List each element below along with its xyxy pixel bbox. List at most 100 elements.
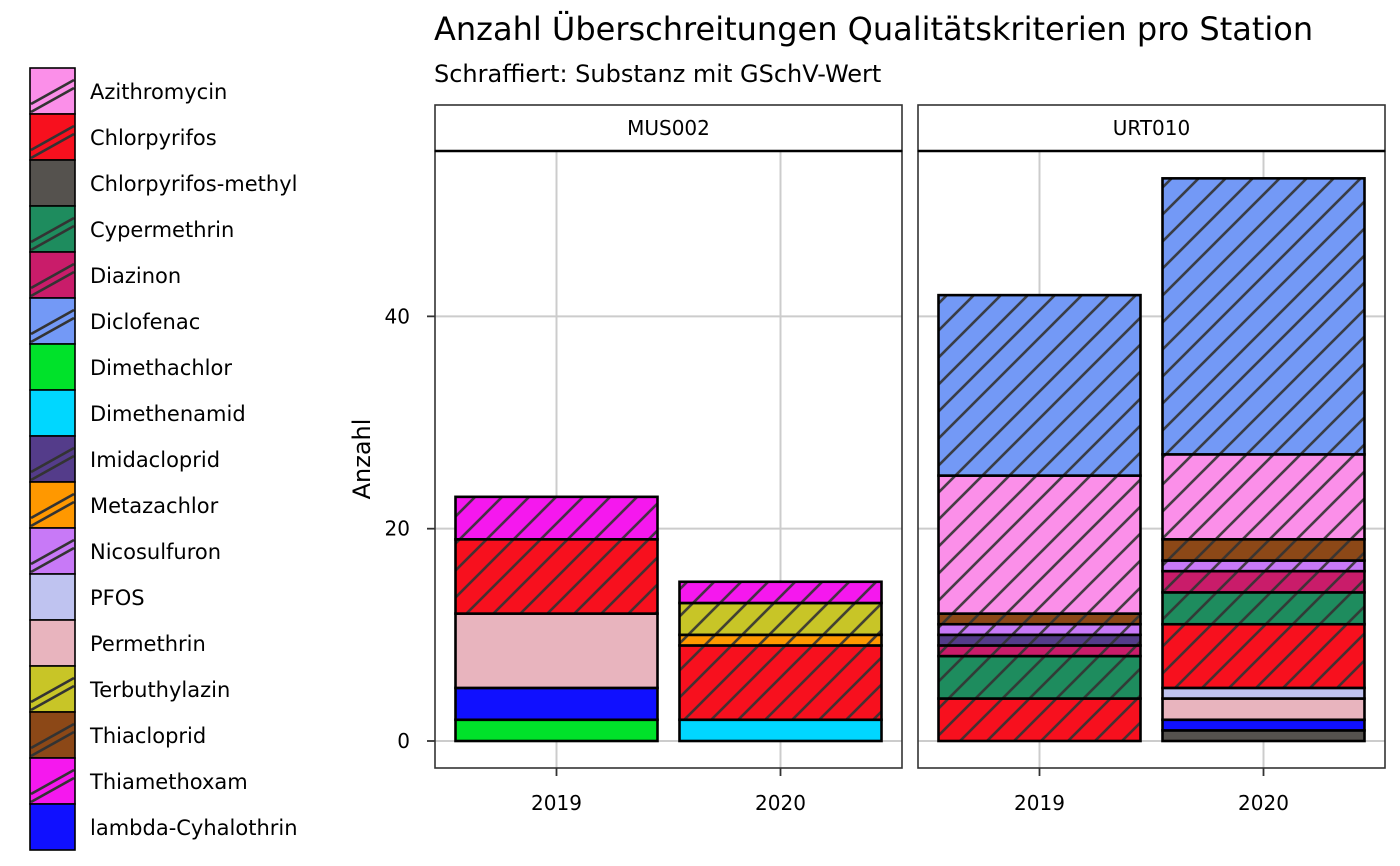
bar-segment-azithromycin-hatch <box>1162 454 1365 540</box>
legend-label: Cypermethrin <box>90 218 234 242</box>
legend-label: lambda-Cyhalothrin <box>90 816 298 840</box>
y-tick-label: 20 <box>385 517 410 541</box>
legend-key <box>30 344 75 390</box>
facet-label: MUS002 <box>627 116 710 140</box>
legend-item: Chlorpyrifos <box>29 113 217 161</box>
facet-panel-mus002: MUS002 2019 2020 <box>434 104 903 815</box>
legend-key-hatch <box>30 722 75 750</box>
legend-label: Permethrin <box>90 632 206 656</box>
legend-item: Dimethenamid <box>29 389 246 437</box>
bar-segment-thiamethoxam-outline <box>454 495 659 541</box>
bar-segment-cypermethrin-hatch <box>1162 592 1365 625</box>
bar-segment-chlorpyrifos-hatch <box>679 645 882 720</box>
bar-segment-diclofenac-outline <box>1161 177 1366 456</box>
x-tick-label: 2019 <box>531 791 582 815</box>
y-tick-label: 0 <box>397 729 410 753</box>
legend-key-hatch <box>30 684 75 712</box>
bar-segment-thiacloprid-hatch <box>1162 539 1365 561</box>
bar-segment-dimethachlor <box>455 719 658 741</box>
legend-label: Metazachlor <box>90 494 219 518</box>
bar-segment-lambda-cyhalothrin <box>455 687 658 720</box>
bar-segment-terbuthylazin-hatch <box>679 602 882 635</box>
legend-key-hatch <box>30 86 75 114</box>
x-tick-label: 2020 <box>755 791 806 815</box>
legend-item: Thiamethoxam <box>29 757 248 805</box>
chart-subtitle: Schraffiert: Substanz mit GSchV-Wert <box>434 60 881 88</box>
legend-key-hatch <box>30 308 75 336</box>
bar-segment-cypermethrin-hatch <box>938 656 1141 699</box>
y-axis-label: Anzahl <box>348 419 376 500</box>
legend-key-hatch <box>30 730 75 758</box>
legend-key-hatch <box>30 776 75 804</box>
bar-segment-thiamethoxam-hatch <box>679 581 882 603</box>
legend-label: Chlorpyrifos-methyl <box>90 172 297 196</box>
legend-item: Permethrin <box>29 619 206 667</box>
legend-key-hatch <box>30 676 75 704</box>
panels: MUS002 2019 2020 URT010 2019 2020 <box>434 104 1386 815</box>
legend-item: Diclofenac <box>29 297 200 345</box>
chart-title: Anzahl Überschreitungen Qualitätskriteri… <box>434 10 1313 48</box>
legend-key-hatch <box>30 538 75 566</box>
bar-segment-nicosulfuron-hatch <box>938 624 1141 635</box>
bar-segment-diclofenac-hatch <box>938 295 1141 476</box>
facet-label: URT010 <box>1113 116 1190 140</box>
legend-label: Dimethenamid <box>90 402 246 426</box>
bar-segment-pfos <box>1162 687 1365 699</box>
bar-segment-azithromycin-hatch <box>938 475 1141 614</box>
bar-segment-diazinon-hatch <box>938 645 1141 657</box>
bar-segment-diclofenac-outline <box>937 293 1142 477</box>
legend-key-hatch <box>30 224 75 252</box>
legend-key-hatch <box>30 78 75 106</box>
bar-segment-thiacloprid-hatch <box>938 613 1141 625</box>
legend-key-hatch <box>30 132 75 160</box>
x-tick-label: 2020 <box>1238 791 1289 815</box>
legend-item: Chlorpyrifos-methyl <box>29 159 297 207</box>
legend-label: Diazinon <box>90 264 181 288</box>
legend-item: PFOS <box>29 573 145 621</box>
legend-item: Imidacloprid <box>29 435 220 483</box>
bar-segment-imidacloprid-hatch <box>938 634 1141 646</box>
legend-key <box>30 804 75 850</box>
legend-label: Imidacloprid <box>90 448 220 472</box>
bar-segment-chlorpyrifos-hatch <box>938 698 1141 741</box>
x-tick-label: 2019 <box>1014 791 1065 815</box>
legend-key-hatch <box>30 546 75 574</box>
legend-key-hatch <box>30 262 75 290</box>
y-tick-label: 40 <box>385 304 410 328</box>
legend-label: Thiacloprid <box>89 724 206 748</box>
legend-item: lambda-Cyhalothrin <box>29 803 298 851</box>
bar-segment-lambda-cyhalothrin <box>1162 719 1365 731</box>
bar-segment-chlorpyrifos-hatch <box>455 539 658 614</box>
legend-key <box>30 390 75 436</box>
legend-label: Chlorpyrifos <box>90 126 217 150</box>
bar-urt010-2019 <box>937 293 1142 743</box>
legend-item: Azithromycin <box>29 67 227 115</box>
legend-label: Thiamethoxam <box>89 770 248 794</box>
legend-item: Metazachlor <box>29 481 219 529</box>
legend-key-hatch <box>30 316 75 344</box>
bar-segment-chlorpyrifos-hatch <box>1162 624 1365 688</box>
legend-key-hatch <box>30 446 75 474</box>
legend-key-outline <box>29 803 76 851</box>
y-axis: 0 20 40 <box>385 304 435 753</box>
legend-label: Nicosulfuron <box>90 540 221 564</box>
legend-label: Diclofenac <box>90 310 200 334</box>
legend-key-hatch <box>30 216 75 244</box>
legend-key-hatch <box>30 492 75 520</box>
legend-item: Nicosulfuron <box>29 527 221 575</box>
bar-segment-diclofenac-hatch <box>1162 178 1365 455</box>
bar-segment-thiamethoxam-outline <box>678 580 883 605</box>
bar-segment-permethrin <box>1162 698 1365 720</box>
legend-label: PFOS <box>90 586 145 610</box>
bar-mus002-2020 <box>678 580 883 743</box>
legend-item: Diazinon <box>29 251 181 299</box>
legend-item: Thiacloprid <box>29 711 206 759</box>
bar-segment-dimethenamid <box>679 719 882 741</box>
legend-key-hatch <box>30 500 75 528</box>
legend-key-hatch <box>30 454 75 482</box>
legend-label: Azithromycin <box>90 80 227 104</box>
legend-item: Dimethachlor <box>29 343 232 391</box>
bar-segment-nicosulfuron-hatch <box>1162 560 1365 572</box>
legend-key <box>30 160 75 206</box>
